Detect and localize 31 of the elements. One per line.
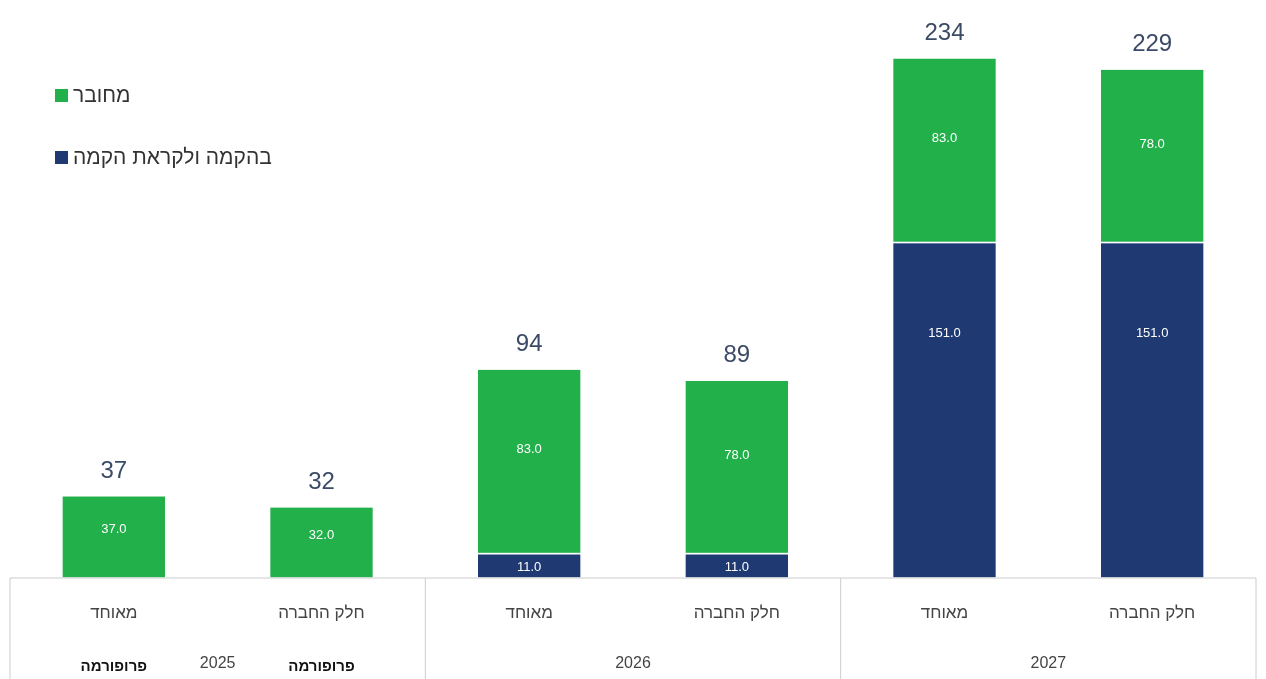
data-label: 11.0 bbox=[724, 558, 750, 574]
data-label: 151.0 bbox=[1135, 325, 1169, 341]
bar bbox=[268, 506, 375, 579]
text: 2026 bbox=[615, 654, 651, 671]
data-label: 151.0 bbox=[928, 325, 961, 341]
data-label: 11.0 bbox=[516, 558, 542, 574]
x-tick-label: חלק החברה bbox=[278, 603, 365, 622]
total-label: 37 bbox=[100, 455, 128, 483]
x-tick-label: מאוחד bbox=[505, 603, 553, 622]
legend-label: מחובר bbox=[73, 83, 131, 106]
x-tick-label: חלק החברה bbox=[1109, 603, 1196, 622]
data-label: 37.0 bbox=[101, 521, 127, 537]
x-tick-label: מאוחד bbox=[90, 603, 138, 622]
data-label: 78.0 bbox=[1139, 135, 1165, 151]
text: פרופורמה bbox=[80, 657, 148, 674]
text: 2025 bbox=[199, 654, 236, 671]
legend-label: בהקמה ולקראת הקמה bbox=[73, 145, 272, 168]
data-label: 83.0 bbox=[516, 440, 542, 456]
total-label: 229 bbox=[1132, 29, 1173, 57]
total-label: 89 bbox=[723, 340, 751, 368]
data-label: 83.0 bbox=[931, 129, 958, 145]
total-label: 32 bbox=[308, 466, 335, 494]
data-label: 32.0 bbox=[308, 527, 335, 543]
data-label: 78.0 bbox=[724, 447, 750, 463]
total-label: 234 bbox=[924, 18, 965, 45]
total-label: 94 bbox=[515, 329, 543, 357]
x-tick-label: מאוחד bbox=[920, 603, 969, 622]
bar bbox=[61, 495, 167, 579]
x-tick-label: חלק החברה bbox=[693, 603, 780, 622]
text: פרופורמה bbox=[288, 657, 355, 674]
text: 2027 bbox=[1030, 654, 1067, 671]
